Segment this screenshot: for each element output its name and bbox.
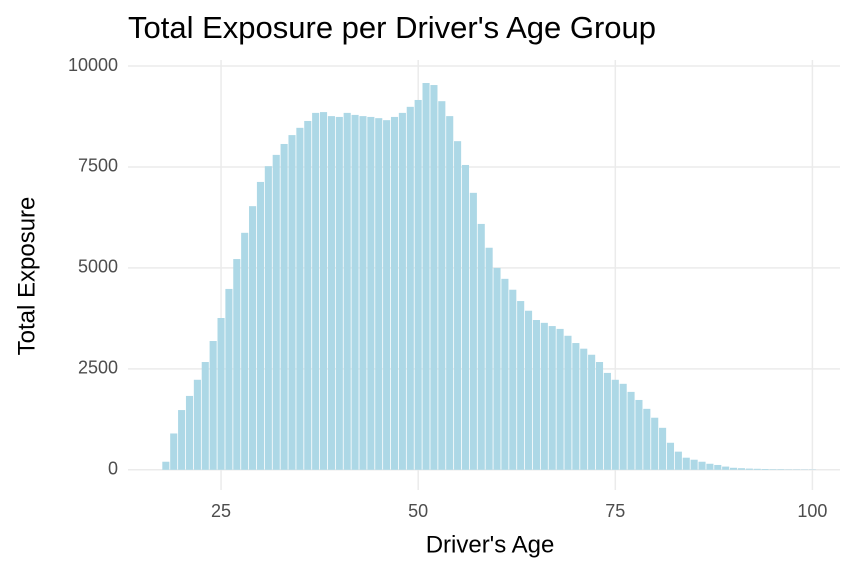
bar [422, 83, 430, 470]
bar [690, 459, 698, 470]
y-tick-label: 7500 [78, 156, 118, 176]
bar [430, 85, 438, 470]
bar [454, 141, 462, 470]
bar [343, 112, 351, 470]
bar [170, 433, 178, 470]
bar [698, 461, 706, 470]
bar [351, 114, 359, 470]
bar [438, 101, 446, 470]
x-tick-label: 75 [605, 501, 625, 521]
bar [178, 410, 186, 470]
bar [390, 116, 399, 470]
y-tick-label: 0 [108, 459, 118, 479]
bar [761, 469, 769, 470]
bar [540, 322, 548, 470]
bar [556, 328, 564, 470]
bar [517, 301, 525, 470]
bar [209, 341, 217, 470]
bar [682, 457, 690, 470]
bar [572, 343, 580, 470]
bar [193, 379, 201, 470]
bar [398, 112, 406, 470]
bar [335, 116, 343, 470]
bar [595, 362, 604, 470]
bar [643, 408, 651, 470]
bar [201, 362, 209, 470]
bar [414, 99, 422, 470]
y-axis-label: Total Exposure [13, 197, 40, 356]
bar [375, 118, 383, 470]
bar [580, 348, 588, 470]
bar [532, 320, 540, 470]
y-tick-label: 5000 [78, 257, 118, 277]
bar [777, 469, 785, 470]
bar [753, 468, 761, 470]
bar [461, 164, 470, 470]
bar [367, 116, 375, 470]
bar [509, 289, 517, 470]
bar [588, 354, 596, 470]
bar [745, 468, 753, 470]
chart-title: Total Exposure per Driver's Age Group [128, 10, 656, 45]
bar [233, 259, 241, 470]
bar [619, 383, 627, 470]
bar [359, 116, 367, 470]
bar [241, 232, 249, 470]
bar [737, 468, 745, 470]
bar [485, 247, 493, 470]
bar [162, 461, 170, 470]
bar [611, 379, 619, 470]
bar [651, 417, 659, 470]
bar [288, 135, 296, 470]
bar [730, 467, 738, 470]
bar [383, 120, 391, 470]
bar [217, 318, 225, 470]
bar [327, 116, 335, 470]
bar [256, 181, 265, 470]
bar [272, 154, 280, 470]
bar [477, 223, 485, 470]
bar [446, 116, 454, 470]
bar [714, 464, 722, 470]
bar [296, 127, 304, 470]
bar [312, 112, 320, 470]
bar [249, 206, 257, 470]
bar [603, 372, 611, 470]
bar [493, 267, 501, 470]
y-tick-label: 2500 [78, 358, 118, 378]
x-tick-label: 50 [408, 501, 428, 521]
bar [525, 310, 533, 470]
y-tick-label: 10000 [68, 55, 118, 75]
bar [635, 399, 643, 470]
x-tick-label: 100 [797, 501, 827, 521]
bar [706, 463, 714, 470]
bar [564, 335, 572, 470]
x-axis-label: Driver's Age [426, 531, 555, 558]
bar [319, 112, 328, 470]
bar [406, 106, 414, 470]
bar [627, 391, 635, 470]
bar [722, 466, 730, 470]
bar [469, 192, 477, 470]
bar [666, 442, 675, 470]
bar [304, 120, 312, 470]
bar [264, 166, 272, 470]
x-tick-label: 25 [211, 501, 231, 521]
bar [185, 395, 194, 470]
bar [548, 326, 556, 470]
bar [659, 427, 667, 470]
bar [280, 143, 288, 470]
bar [674, 451, 682, 470]
bar [501, 278, 509, 470]
bar [225, 288, 233, 470]
bar [769, 469, 777, 470]
